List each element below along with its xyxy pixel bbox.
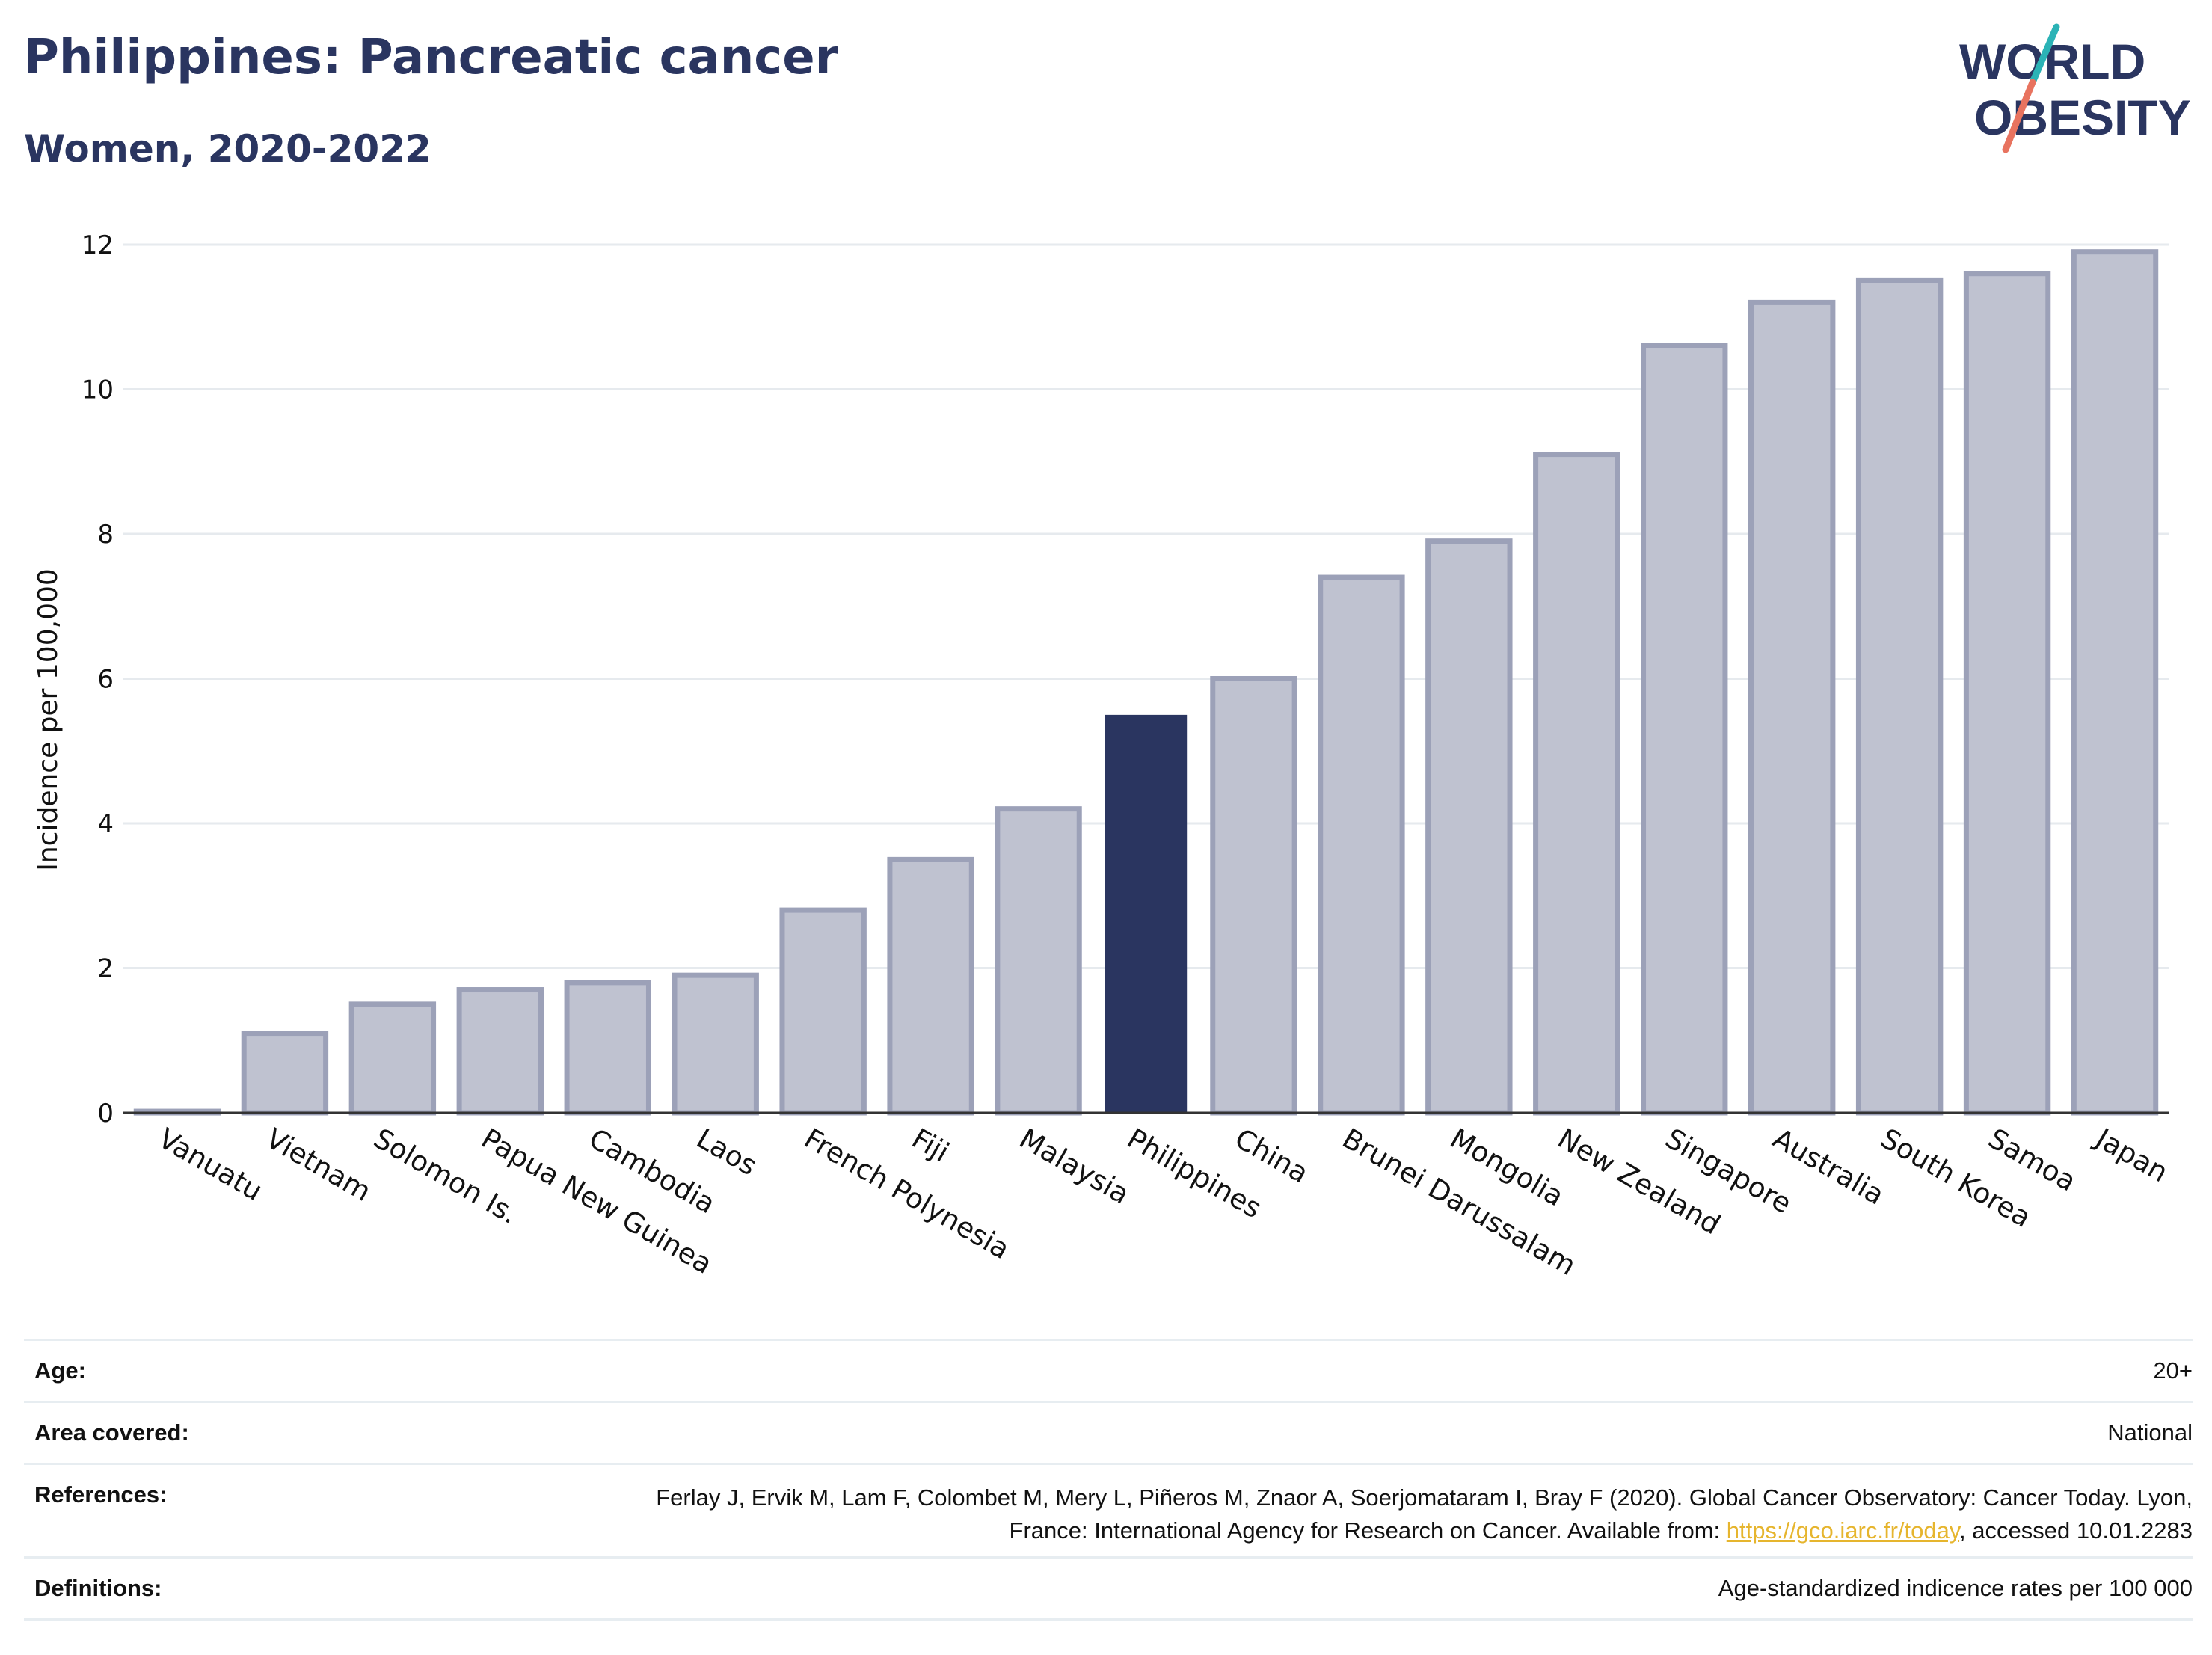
y-tick-label: 6	[97, 665, 114, 695]
bar	[1963, 271, 2051, 1116]
bar	[672, 972, 759, 1116]
logo-slash-teal	[2029, 23, 2060, 86]
x-tick-label: Malaysia	[1014, 1123, 1135, 1211]
x-tick-label: Japan	[2089, 1122, 2174, 1189]
references-text-2: , accessed 10.01.2283	[1959, 1517, 2193, 1544]
area-label: Area covered:	[34, 1419, 189, 1446]
references-label: References:	[34, 1481, 168, 1508]
bar	[1748, 299, 1836, 1116]
bar	[1105, 714, 1188, 1113]
x-tick-label: China	[1229, 1123, 1314, 1190]
world-obesity-logo: WORLD OBESITY	[1959, 23, 2191, 153]
references-text-1: Ferlay J, Ervik M, Lam F, Colombet M, Me…	[656, 1484, 2193, 1544]
bar	[995, 806, 1082, 1116]
bar	[456, 987, 544, 1116]
bar	[1855, 277, 1944, 1116]
x-tick-label: Laos	[691, 1123, 762, 1182]
definitions-value: Age-standardized indicence rates per 100…	[1718, 1575, 2193, 1601]
age-label: Age:	[34, 1357, 86, 1384]
bar	[1210, 676, 1297, 1116]
info-row-references: References: Ferlay J, Ervik M, Lam F, Co…	[24, 1463, 2193, 1556]
references-value: Ferlay J, Ervik M, Lam F, Colombet M, Me…	[577, 1481, 2193, 1547]
y-tick-label: 4	[97, 809, 114, 839]
bar	[2071, 249, 2159, 1116]
bar	[241, 1031, 329, 1116]
y-tick-label: 2	[97, 954, 114, 984]
bar	[564, 980, 651, 1116]
references-link[interactable]: https://gco.iarc.fr/today	[1726, 1517, 1960, 1544]
info-row-age: Age: 20+	[24, 1339, 2193, 1401]
bar	[1533, 452, 1620, 1116]
definitions-label: Definitions:	[34, 1575, 162, 1601]
bar	[1318, 574, 1405, 1116]
bar	[348, 1001, 437, 1116]
y-tick-label: 10	[82, 375, 114, 405]
y-axis-label: Incidence per 100,000	[33, 568, 64, 871]
y-tick-label: 12	[82, 230, 114, 260]
info-row-definitions: Definitions: Age-standardized indicence …	[24, 1556, 2193, 1621]
y-tick-label: 0	[97, 1099, 114, 1129]
age-value: 20+	[2153, 1357, 2193, 1384]
area-value: National	[2107, 1419, 2193, 1446]
bar-chart: 0 2 4 6 8 10 12 Incidence per 100,000 VanuatuVie…	[33, 230, 2174, 1282]
bar	[779, 907, 867, 1116]
logo-slash-coral	[2002, 79, 2036, 153]
bar	[887, 856, 974, 1116]
chart-subtitle: Women, 2020-2022	[24, 127, 431, 171]
info-table: Age: 20+ Area covered: National Referenc…	[24, 1339, 2193, 1621]
chart-title: Philippines: Pancreatic cancer	[24, 30, 839, 85]
bar	[1425, 538, 1513, 1116]
x-tick-label: Fiji	[906, 1123, 954, 1169]
x-tick-label: Vanuatu	[153, 1123, 268, 1208]
x-tick-label: Vietnam	[260, 1123, 376, 1208]
y-tick-label: 8	[97, 520, 114, 550]
info-row-area: Area covered: National	[24, 1401, 2193, 1463]
bar	[1641, 343, 1728, 1116]
x-tick-label: French Polynesia	[799, 1123, 1015, 1266]
